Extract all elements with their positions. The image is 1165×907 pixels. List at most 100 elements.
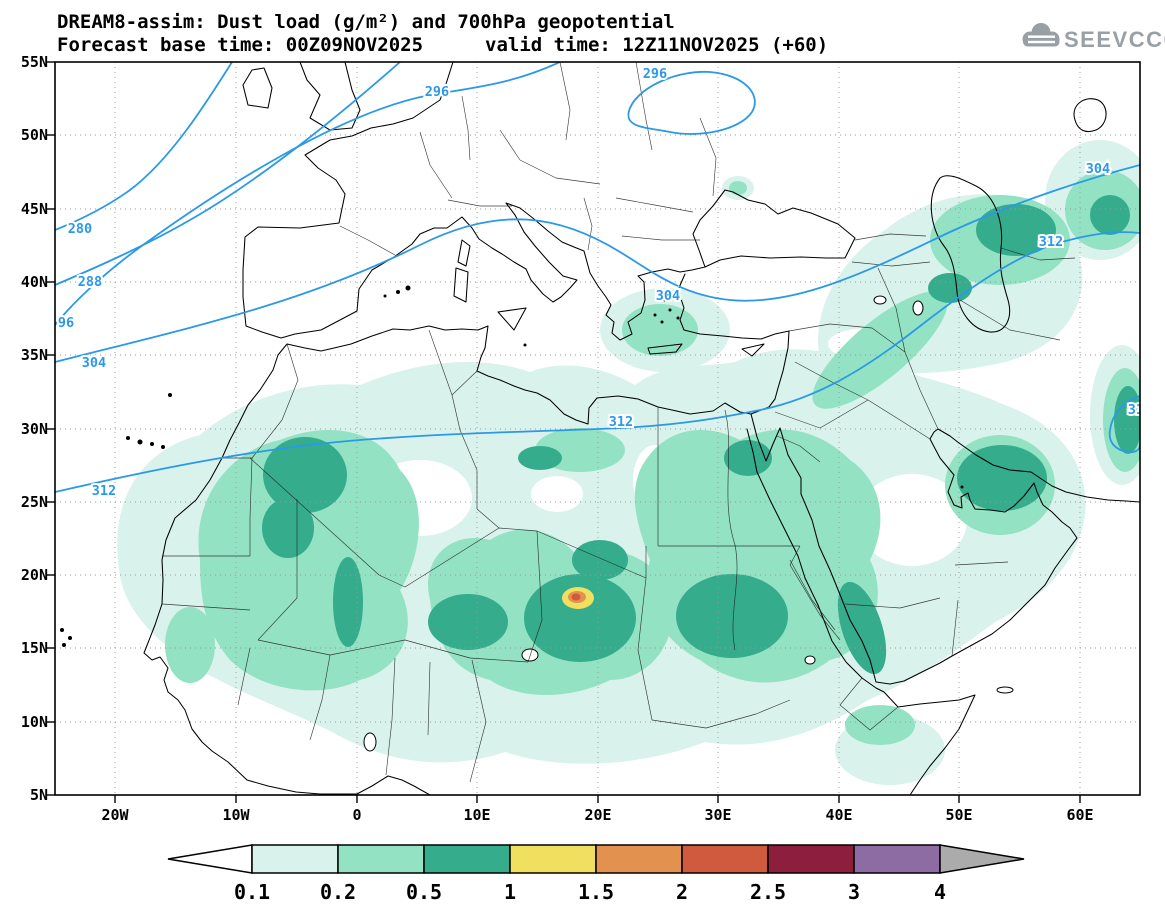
- contour-312-east: [1108, 395, 1140, 454]
- x-axis-ticks: [114, 795, 1081, 803]
- coastline-europe-africa: [242, 62, 856, 341]
- dust-region: [333, 557, 363, 647]
- contour-296: [55, 62, 561, 326]
- island-dot: [396, 290, 400, 294]
- island-dot: [126, 436, 130, 440]
- map-area: 296 296 280 288 96 304 304 304 312 312 3…: [55, 62, 1152, 795]
- lon-label: 10W: [222, 806, 250, 824]
- coastlines: [60, 62, 1140, 795]
- island-corsica: [457, 239, 471, 267]
- border-line: [844, 561, 1009, 657]
- colorbar-segment: [595, 844, 683, 874]
- contour-label: 296: [425, 84, 449, 100]
- dust-region: [428, 594, 508, 650]
- island-dot: [161, 445, 165, 449]
- lat-label: 40N: [21, 273, 48, 291]
- coastline-sinai: [750, 413, 781, 462]
- island-dot: [660, 320, 664, 324]
- coastline-turkey-africa: [143, 273, 790, 795]
- dust-region: [165, 607, 215, 683]
- dust-region: [812, 291, 948, 409]
- contour-label: 312: [92, 483, 116, 499]
- lat-label: 10N: [21, 713, 48, 731]
- colorbar-label: 1: [504, 880, 516, 904]
- contour-label: 312: [1039, 234, 1063, 250]
- colorbar-label: 0.2: [320, 880, 356, 904]
- lake-van: [873, 295, 887, 305]
- contour-296-loop: [627, 71, 756, 135]
- dust-region: [518, 446, 562, 470]
- island-dot: [137, 439, 143, 445]
- island-dot: [60, 628, 64, 632]
- contour-label: 304: [82, 355, 106, 371]
- x-axis-labels: 20W 10W 0 10E 20E 30E 40E 50E 60E: [101, 806, 1093, 824]
- colorbar-segment: [509, 844, 597, 874]
- contour-label: 312: [609, 414, 633, 430]
- cloud-icon: [1022, 23, 1060, 47]
- border-line: [257, 639, 529, 663]
- y-axis-ticks: [47, 61, 55, 796]
- dust-region: [729, 181, 747, 195]
- border-line: [527, 530, 543, 663]
- colorbar-labels: 0.1 0.2 0.5 1 1.5 2 2.5 3 4: [234, 880, 946, 904]
- colorbar-label: 0.1: [234, 880, 270, 904]
- colorbar-label: 2: [676, 880, 688, 904]
- dust-region: [524, 574, 636, 662]
- island-dot: [383, 294, 387, 298]
- border-line: [637, 546, 653, 721]
- lake-tana: [804, 655, 816, 665]
- dust-region: [976, 204, 1056, 256]
- small-islands: [60, 285, 964, 647]
- island-cyprus: [741, 343, 765, 357]
- contour-280: [55, 62, 233, 231]
- colorbar-label: 1.5: [578, 880, 614, 904]
- lat-label: 30N: [21, 420, 48, 438]
- coastline-britain: [299, 62, 361, 131]
- dust-region: [837, 581, 887, 675]
- lat-label: 35N: [21, 346, 48, 364]
- lat-label: 55N: [21, 53, 48, 71]
- lon-label: 20W: [101, 806, 129, 824]
- island-sardinia: [453, 267, 469, 303]
- contour-label: 312: [1128, 402, 1152, 418]
- border-line: [237, 647, 487, 783]
- lon-label: 40E: [825, 806, 852, 824]
- lon-label: 0: [352, 806, 361, 824]
- lat-label: 20N: [21, 566, 48, 584]
- colorbar-segment: [853, 844, 941, 874]
- forecast-base-time: Forecast base time: 00Z09NOV2025: [57, 34, 423, 56]
- island-dot: [150, 442, 154, 446]
- contour-label: 304: [1086, 161, 1110, 177]
- border-line: [657, 407, 800, 547]
- dust-region: [1090, 195, 1130, 235]
- island-dot: [668, 308, 672, 312]
- border-line: [1000, 247, 1076, 261]
- colorbar-segment: [251, 844, 339, 874]
- island-dot: [62, 643, 66, 647]
- island-dot: [653, 313, 657, 317]
- lake-urmia: [912, 300, 924, 316]
- island-dot: [523, 343, 527, 347]
- border-line: [162, 457, 253, 557]
- colorbar-label: 3: [848, 880, 860, 904]
- dust-hotspot-2.0: [571, 593, 581, 601]
- header: DREAM8-assim: Dust load (g/m²) and 700hP…: [57, 11, 1165, 56]
- border-line: [839, 677, 899, 731]
- island-socotra: [996, 686, 1014, 694]
- lon-label: 50E: [945, 806, 972, 824]
- island-dot: [68, 636, 72, 640]
- island-dot: [168, 393, 172, 397]
- map-frame: 55N 50N 45N 40N 35N 30N 25N 20N 15N 10N …: [21, 53, 1141, 824]
- y-axis-labels: 55N 50N 45N 40N 35N 30N 25N 20N 15N 10N …: [21, 53, 48, 804]
- lat-label: 45N: [21, 200, 48, 218]
- coastline-arabia-gulf: [779, 427, 1140, 685]
- border-line: [789, 559, 836, 631]
- contour-label: 96: [58, 315, 74, 331]
- valid-time: valid time: 12Z11NOV2025 (+60): [485, 34, 828, 56]
- contour-288: [55, 62, 401, 286]
- border-line: [251, 343, 299, 459]
- dust-clear-gap: [857, 474, 967, 566]
- dust-region: [676, 574, 788, 658]
- colorbar: 0.1 0.2 0.5 1 1.5 2 2.5 3 4: [167, 844, 1025, 904]
- colorbar-arrow-above-max: [939, 844, 1025, 874]
